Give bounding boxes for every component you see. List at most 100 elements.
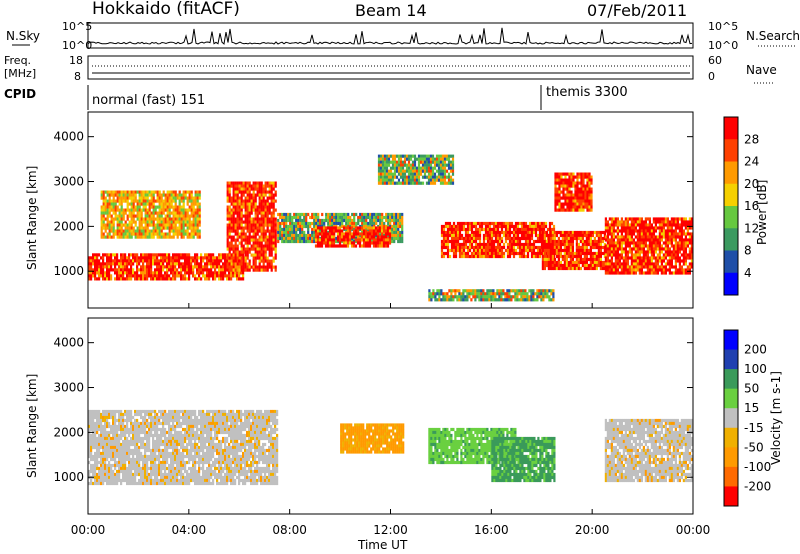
heatmap-cell [196, 220, 199, 224]
heatmap-cell [142, 256, 145, 260]
heatmap-cell [170, 211, 173, 215]
heatmap-cell [277, 218, 280, 223]
heatmap-cell [560, 208, 563, 212]
heatmap-cell [568, 181, 571, 185]
heatmap-cell [446, 298, 449, 302]
heatmap-cell [612, 238, 615, 242]
heatmap-cell [88, 256, 91, 260]
heatmap-cell [449, 178, 453, 182]
heatmap-cell [358, 244, 362, 248]
heatmap-cell [309, 239, 312, 244]
heatmap-cell [430, 298, 433, 302]
heatmap-cell [150, 202, 153, 206]
heatmap-cell [384, 232, 388, 236]
heatmap-cell [560, 181, 563, 185]
heatmap-cell [472, 245, 476, 250]
heatmap-cell [124, 208, 127, 212]
heatmap-cell [604, 217, 607, 221]
heatmap-cell [541, 245, 544, 250]
heatmap-cell [158, 223, 161, 227]
heatmap-cell [260, 193, 263, 197]
heatmap-cell [403, 160, 407, 164]
heatmap-cell [110, 220, 113, 224]
heatmap-cell [124, 193, 127, 197]
heatmap-cell [178, 205, 181, 209]
heatmap-cell [108, 235, 111, 239]
heatmap-cell [478, 295, 481, 299]
heatmap-cell [218, 268, 221, 272]
heatmap-cell [555, 254, 558, 259]
heatmap-cell [484, 233, 488, 238]
heatmap-cell [365, 224, 368, 229]
heatmap-cell [272, 238, 275, 242]
heatmap-cell [120, 262, 123, 266]
heatmap-cell [126, 256, 129, 260]
heatmap-cell [252, 181, 255, 185]
heatmap-cell [568, 187, 571, 191]
heatmap-cell [136, 202, 139, 206]
heatmap-cell [246, 262, 249, 266]
heatmap-cell [154, 190, 157, 194]
heatmap-cell [549, 263, 552, 268]
heatmap-cell [222, 268, 225, 272]
heatmap-cell [474, 298, 477, 302]
heatmap-cell [640, 265, 643, 269]
heatmap-cell [450, 292, 453, 296]
heatmap-cell [566, 202, 569, 206]
heatmap-cell [538, 239, 542, 244]
heatmap-cell [391, 154, 395, 158]
heatmap-cell [401, 154, 405, 158]
heatmap-cell [482, 245, 486, 250]
heatmap-cell [652, 229, 655, 233]
heatmap-cell [608, 247, 611, 251]
heatmap-cell [258, 250, 261, 254]
heatmap-cell [148, 265, 151, 269]
heatmap-cell [541, 254, 544, 259]
heatmap-cell [116, 223, 119, 227]
heatmap-cell [162, 268, 165, 272]
heatmap-cell [252, 244, 255, 248]
heatmap-cell [154, 199, 157, 203]
heatmap-cell [604, 223, 607, 227]
heatmap-cell [268, 193, 271, 197]
heatmap-cell [654, 241, 657, 245]
heatmap-cell [642, 250, 645, 254]
heatmap-cell [104, 265, 107, 269]
heatmap-cell [330, 241, 334, 245]
heatmap-cell [198, 265, 201, 269]
heatmap-cell [170, 196, 173, 200]
heatmap-cell [574, 202, 577, 206]
heatmap-cell [281, 215, 284, 220]
heatmap-cell [242, 181, 245, 185]
heatmap-cell [624, 268, 627, 272]
heatmap-cell [162, 208, 165, 212]
heatmap-cell [578, 199, 581, 203]
heatmap-cell [301, 212, 304, 217]
heatmap-cell [636, 268, 639, 272]
heatmap-cell [228, 274, 231, 278]
heatmap-cell [190, 199, 193, 203]
heatmap-cell [591, 230, 594, 235]
heatmap-cell [314, 232, 318, 236]
heatmap-cell [618, 259, 621, 263]
heatmap-cell [158, 232, 161, 236]
heatmap-cell [108, 265, 111, 269]
heatmap-cell [474, 248, 478, 253]
heatmap-cell [314, 229, 318, 233]
heatmap-cell [526, 295, 529, 299]
heatmap-cell [242, 187, 245, 191]
heatmap-cell [496, 242, 500, 247]
heatmap-cell [572, 208, 575, 212]
heatmap-cell [429, 154, 433, 158]
heatmap-cell [388, 229, 392, 233]
heatmap-cell [283, 230, 286, 235]
heatmap-cell [293, 233, 296, 238]
heatmap-cell [581, 260, 584, 265]
heatmap-cell [116, 262, 119, 266]
heatmap-cell [264, 244, 267, 248]
heatmap-cell [601, 236, 604, 241]
heatmap-cell [362, 241, 366, 245]
heatmap-cell [134, 214, 137, 218]
heatmap-cell [588, 190, 591, 194]
heatmap-cell [488, 248, 492, 253]
